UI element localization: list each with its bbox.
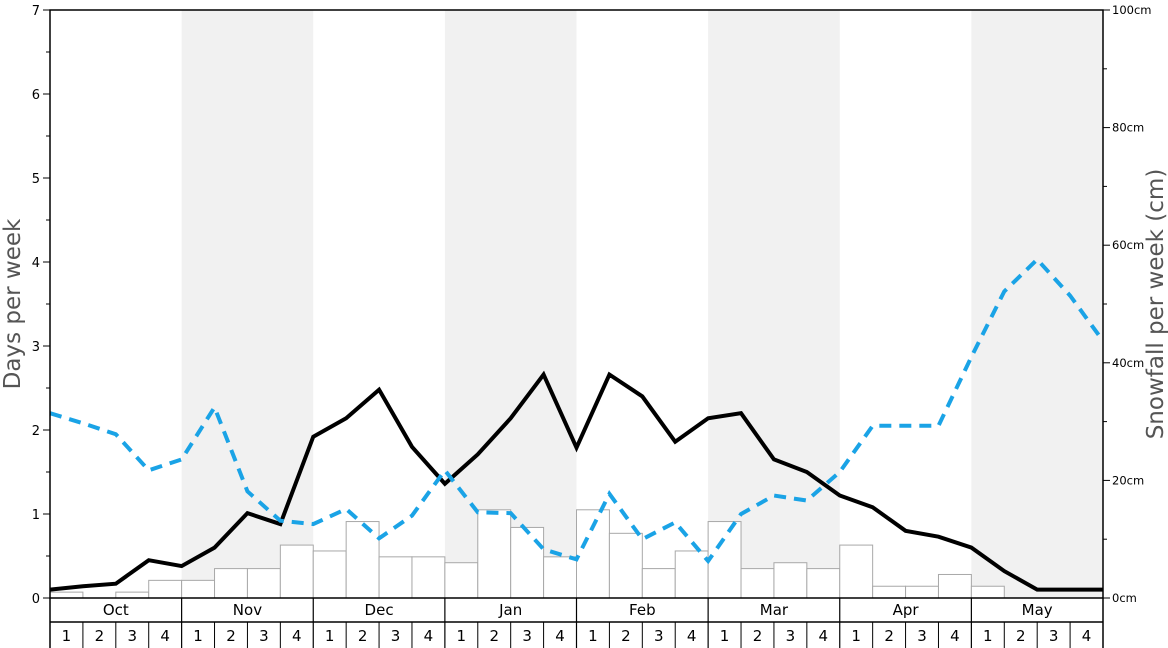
month-label: Dec	[365, 601, 394, 619]
left-tick-label: 6	[32, 88, 40, 103]
month-label: Oct	[103, 601, 129, 619]
snowfall-bar	[312, 550, 347, 599]
month-bands	[181, 10, 1103, 598]
week-label: 4	[687, 627, 697, 645]
snowfall-bar	[444, 562, 479, 599]
week-label: 2	[884, 627, 894, 645]
solid-line-series	[49, 370, 1103, 592]
left-tick-label: 0	[32, 592, 40, 607]
snowfall-bar	[937, 573, 972, 599]
left-tick-label: 2	[32, 424, 40, 439]
week-label: 4	[424, 627, 434, 645]
week-label: 2	[95, 627, 105, 645]
right-tick-label: 40cm	[1112, 356, 1144, 370]
snowfall-bar	[674, 550, 709, 599]
week-label: 2	[358, 627, 368, 645]
month-band	[444, 10, 577, 598]
week-label: 3	[1049, 627, 1059, 645]
month-band	[971, 10, 1103, 598]
right-axis: 0cm 20cm 40cm 60cm 80cm 100cm	[1103, 3, 1151, 605]
snowfall-bar	[148, 579, 183, 599]
snowfall-bar	[345, 521, 380, 599]
month-label: Mar	[760, 601, 789, 619]
snowfall-bar	[872, 585, 907, 599]
right-tick-label: 20cm	[1112, 473, 1144, 487]
snowfall-bar	[905, 585, 939, 599]
snowfall-bar	[608, 532, 643, 599]
month-label: Feb	[629, 601, 656, 619]
snowfall-bar	[49, 591, 84, 599]
week-label: 1	[983, 627, 993, 645]
week-label: 4	[160, 627, 170, 645]
snowfall-bar	[214, 568, 248, 599]
left-axis-title: Days per week	[0, 218, 26, 389]
right-tick-label: 0cm	[1112, 591, 1137, 605]
snowfall-bar	[707, 521, 742, 599]
left-tick-label: 7	[32, 4, 40, 19]
week-label: 2	[1016, 627, 1026, 645]
right-axis-title: Snowfall per week (cm)	[1143, 169, 1168, 440]
month-label: Jan	[498, 601, 522, 619]
snowfall-bars	[49, 509, 1005, 599]
left-tick-label: 4	[32, 256, 40, 271]
snowfall-bar	[839, 544, 874, 599]
week-label: 1	[62, 627, 72, 645]
snowfall-bar	[246, 568, 281, 599]
right-tick-label: 80cm	[1112, 121, 1144, 135]
right-tick-label: 100cm	[1112, 3, 1151, 17]
snowfall-bar	[279, 544, 314, 599]
week-label: 3	[917, 627, 927, 645]
snowfall-bar	[115, 591, 150, 599]
snowfall-bar	[641, 568, 676, 599]
week-label: 4	[292, 627, 302, 645]
week-label: 2	[753, 627, 763, 645]
snowfall-bar	[477, 509, 512, 599]
snowfall-bar	[806, 568, 841, 599]
snowfall-bar	[970, 585, 1005, 599]
right-tick-label: 60cm	[1112, 238, 1144, 252]
snowfall-bar	[378, 556, 413, 599]
week-label: 2	[489, 627, 499, 645]
week-label: 4	[950, 627, 960, 645]
week-label: 3	[654, 627, 664, 645]
left-tick-label: 1	[32, 508, 40, 523]
x-axis: Oct 1 2 3 4 Nov 1 2 3 4 Dec 1 2 3 4 Jan 1 2 3 4 Feb 1 2 3 4 Mar 1 2…	[49, 598, 1104, 648]
week-label: 1	[457, 627, 467, 645]
week-label: 1	[325, 627, 335, 645]
month-band	[708, 10, 840, 598]
week-label: 2	[621, 627, 631, 645]
month-label: Apr	[893, 601, 920, 619]
left-axis: 0 1 2 3 4 5 6 7	[32, 4, 50, 607]
week-label: 4	[819, 627, 829, 645]
series-lines	[49, 256, 1105, 592]
week-label: 3	[786, 627, 796, 645]
week-label: 4	[555, 627, 565, 645]
week-label: 2	[226, 627, 236, 645]
week-label: 3	[127, 627, 137, 645]
snowfall-bar	[740, 568, 775, 599]
week-label: 1	[720, 627, 730, 645]
snowfall-bar	[411, 556, 446, 599]
left-tick-label: 3	[32, 340, 40, 355]
week-label: 1	[193, 627, 203, 645]
snowfall-bar	[773, 562, 808, 599]
month-band	[181, 10, 314, 598]
dashed-line-series	[49, 256, 1105, 565]
week-label: 1	[588, 627, 598, 645]
snowfall-bar	[181, 579, 216, 599]
week-label: 4	[1082, 627, 1092, 645]
left-tick-label: 5	[32, 172, 40, 187]
week-label: 3	[522, 627, 532, 645]
snowfall-bar	[543, 556, 577, 599]
week-label: 3	[391, 627, 401, 645]
snowfall-bar	[510, 526, 545, 599]
week-label: 1	[851, 627, 861, 645]
month-label: Nov	[233, 601, 262, 619]
week-label: 3	[259, 627, 269, 645]
month-label: May	[1022, 601, 1053, 619]
